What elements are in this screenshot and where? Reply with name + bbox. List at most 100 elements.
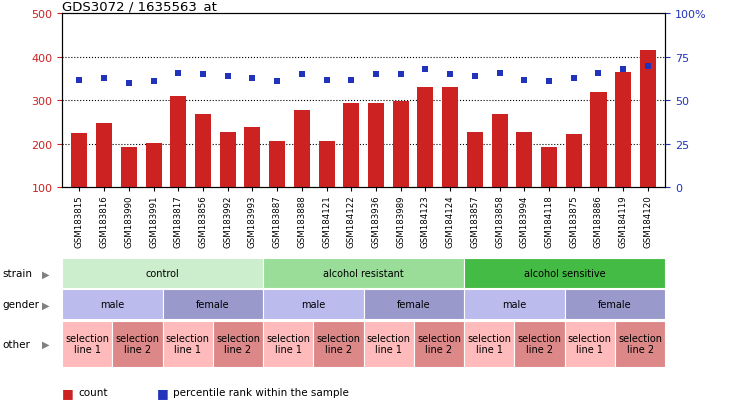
Point [642, 63, 654, 70]
Text: selection
line 1: selection line 1 [467, 333, 511, 355]
Point [173, 70, 184, 77]
Bar [62, 259, 263, 288]
Bar [314, 321, 364, 367]
Text: other: other [2, 339, 30, 349]
Point [222, 74, 234, 80]
Bar [615, 321, 665, 367]
Point [123, 81, 135, 87]
Bar [213, 321, 263, 367]
Text: ■: ■ [157, 386, 169, 399]
Bar [564, 290, 665, 320]
Text: count: count [78, 387, 107, 397]
Text: female: female [397, 299, 431, 310]
Text: selection
line 2: selection line 2 [518, 333, 561, 355]
Text: selection
line 2: selection line 2 [317, 333, 360, 355]
Text: selection
line 2: selection line 2 [417, 333, 461, 355]
Text: selection
line 1: selection line 1 [166, 333, 210, 355]
Bar [516, 133, 532, 188]
Text: alcohol resistant: alcohol resistant [323, 268, 404, 279]
Text: female: female [196, 299, 230, 310]
Bar [464, 259, 665, 288]
Point [271, 79, 283, 85]
Bar [263, 290, 364, 320]
Text: strain: strain [2, 268, 32, 279]
Point [346, 77, 357, 84]
Bar [393, 102, 409, 188]
Bar [464, 290, 565, 320]
Text: ▶: ▶ [42, 339, 50, 349]
Bar [162, 321, 213, 367]
Point [493, 70, 505, 77]
Bar [364, 321, 414, 367]
Point [197, 72, 209, 78]
Bar [195, 115, 211, 188]
Bar [62, 290, 162, 320]
Text: percentile rank within the sample: percentile rank within the sample [173, 387, 349, 397]
Point [568, 75, 580, 82]
Point [444, 72, 456, 78]
Bar [170, 97, 186, 188]
Bar [162, 290, 263, 320]
Bar [269, 142, 285, 188]
Point [246, 75, 258, 82]
Text: alcohol sensitive: alcohol sensitive [524, 268, 605, 279]
Bar [414, 321, 464, 367]
Text: GDS3072 / 1635563_at: GDS3072 / 1635563_at [62, 0, 217, 13]
Bar [564, 321, 615, 367]
Point [518, 77, 530, 84]
Bar [344, 104, 360, 188]
Bar [244, 127, 260, 188]
Bar [541, 148, 557, 188]
Bar [145, 143, 162, 188]
Bar [62, 321, 113, 367]
Bar [566, 135, 582, 188]
Text: male: male [301, 299, 325, 310]
Text: selection
line 1: selection line 1 [65, 333, 109, 355]
Text: ▶: ▶ [42, 268, 50, 279]
Bar [263, 321, 314, 367]
Point [98, 75, 110, 82]
Bar [467, 133, 483, 188]
Text: selection
line 1: selection line 1 [367, 333, 411, 355]
Bar [294, 111, 310, 188]
Bar [368, 103, 384, 188]
Point [74, 77, 86, 84]
Point [469, 74, 481, 80]
Text: selection
line 1: selection line 1 [266, 333, 310, 355]
Bar [319, 142, 335, 188]
Text: selection
line 2: selection line 2 [216, 333, 260, 355]
Bar [591, 93, 607, 188]
Text: male: male [502, 299, 526, 310]
Text: ▶: ▶ [42, 299, 50, 310]
Bar [220, 133, 236, 188]
Bar [442, 88, 458, 188]
Point [395, 72, 406, 78]
Bar [263, 259, 464, 288]
Point [296, 72, 308, 78]
Text: ■: ■ [62, 386, 74, 399]
Point [593, 70, 605, 77]
Text: selection
line 2: selection line 2 [618, 333, 662, 355]
Text: gender: gender [2, 299, 39, 310]
Bar [72, 134, 88, 188]
Point [543, 79, 555, 85]
Point [618, 66, 629, 73]
Bar [515, 321, 564, 367]
Point [148, 79, 159, 85]
Bar [364, 290, 464, 320]
Text: control: control [145, 268, 180, 279]
Bar [417, 88, 433, 188]
Bar [121, 147, 137, 188]
Bar [616, 73, 632, 188]
Bar [113, 321, 162, 367]
Bar [96, 124, 112, 188]
Point [420, 66, 431, 73]
Text: female: female [598, 299, 632, 310]
Bar [464, 321, 515, 367]
Text: male: male [100, 299, 124, 310]
Text: selection
line 1: selection line 1 [568, 333, 612, 355]
Bar [491, 115, 507, 188]
Text: selection
line 2: selection line 2 [115, 333, 159, 355]
Bar [640, 51, 656, 188]
Point [321, 77, 333, 84]
